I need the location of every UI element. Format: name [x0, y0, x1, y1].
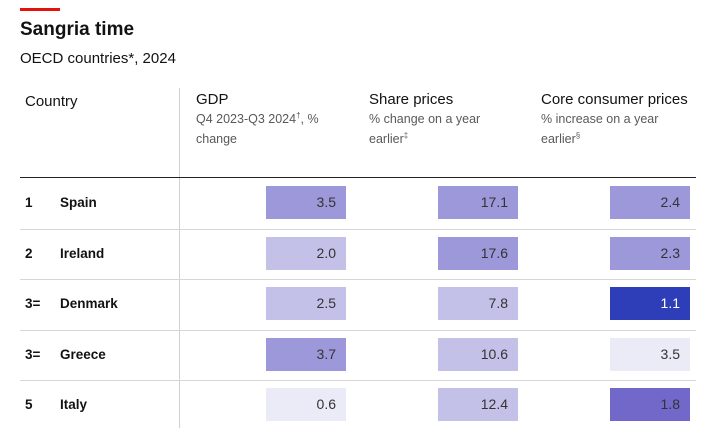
cell-core-spain: 2.4 — [610, 186, 690, 219]
column-header-gdp-note: Q4 2023-Q3 2024†, % change — [196, 109, 356, 149]
chart-title: Sangria time — [20, 19, 135, 40]
column-header-core-label: Core consumer prices — [541, 91, 688, 108]
row-rank: 1 — [25, 195, 33, 210]
header-rule — [20, 177, 696, 178]
cell-share-greece: 10.6 — [438, 337, 518, 371]
row-country-name: Italy — [60, 397, 88, 412]
cell-gdp-ireland: 2.0 — [266, 236, 346, 270]
gdp-note-tail: , % change — [196, 112, 319, 146]
column-header-core-note: % increase on a year earlier§ — [541, 109, 691, 149]
share-note-text: % change on a year earlier — [369, 112, 481, 146]
row-divider — [20, 329, 696, 331]
row-country-name: Ireland — [60, 245, 105, 261]
column-header-share-label: Share prices — [369, 91, 454, 108]
column-divider — [179, 88, 180, 428]
cell-share-ireland: 17.6 — [438, 236, 518, 270]
row-rank: 3= — [25, 296, 41, 311]
cell-gdp-greece: 3.7 — [266, 337, 346, 371]
column-header-country: Country — [25, 92, 78, 111]
row-country-name: Greece — [60, 346, 106, 362]
row-divider — [20, 279, 696, 280]
share-footnote-mark: ‡ — [403, 130, 409, 140]
row-rank: 5 — [25, 397, 33, 412]
cell-gdp-spain: 3.5 — [266, 186, 346, 219]
column-header-core-prices: Core consumer prices % increase on a yea… — [541, 90, 691, 149]
cell-core-greece: 3.5 — [610, 337, 690, 371]
core-footnote-mark: § — [575, 130, 581, 140]
row-divider — [20, 380, 696, 381]
column-header-country-label: Country — [25, 93, 78, 110]
row-rank: 3= — [25, 346, 41, 362]
core-note-text: % increase on a year earlier — [541, 112, 659, 146]
gdp-footnote-mark: † — [296, 110, 301, 120]
cell-share-spain: 17.1 — [438, 186, 518, 219]
column-header-share-prices: Share prices % change on a year earlier‡ — [369, 90, 519, 149]
row-country-name: Denmark — [60, 296, 118, 311]
row-divider — [20, 228, 696, 230]
cell-core-ireland: 2.3 — [610, 236, 690, 270]
cell-gdp-denmark: 2.5 — [266, 287, 346, 320]
cell-core-denmark: 1.1 — [610, 287, 690, 320]
cell-gdp-italy: 0.6 — [266, 388, 346, 421]
cell-core-italy: 1.8 — [610, 388, 690, 421]
gdp-note-text: Q4 2023-Q3 2024 — [196, 112, 297, 126]
row-country-name: Spain — [60, 195, 97, 210]
column-header-gdp-label: GDP — [196, 91, 229, 108]
brand-accent-bar — [20, 8, 60, 11]
cell-share-denmark: 7.8 — [438, 287, 518, 320]
row-rank: 2 — [25, 245, 33, 261]
column-header-share-note: % change on a year earlier‡ — [369, 109, 519, 149]
column-header-gdp: GDP Q4 2023-Q3 2024†, % change — [196, 90, 356, 149]
chart-subtitle: OECD countries*, 2024 — [20, 50, 176, 67]
cell-share-italy: 12.4 — [438, 388, 518, 421]
